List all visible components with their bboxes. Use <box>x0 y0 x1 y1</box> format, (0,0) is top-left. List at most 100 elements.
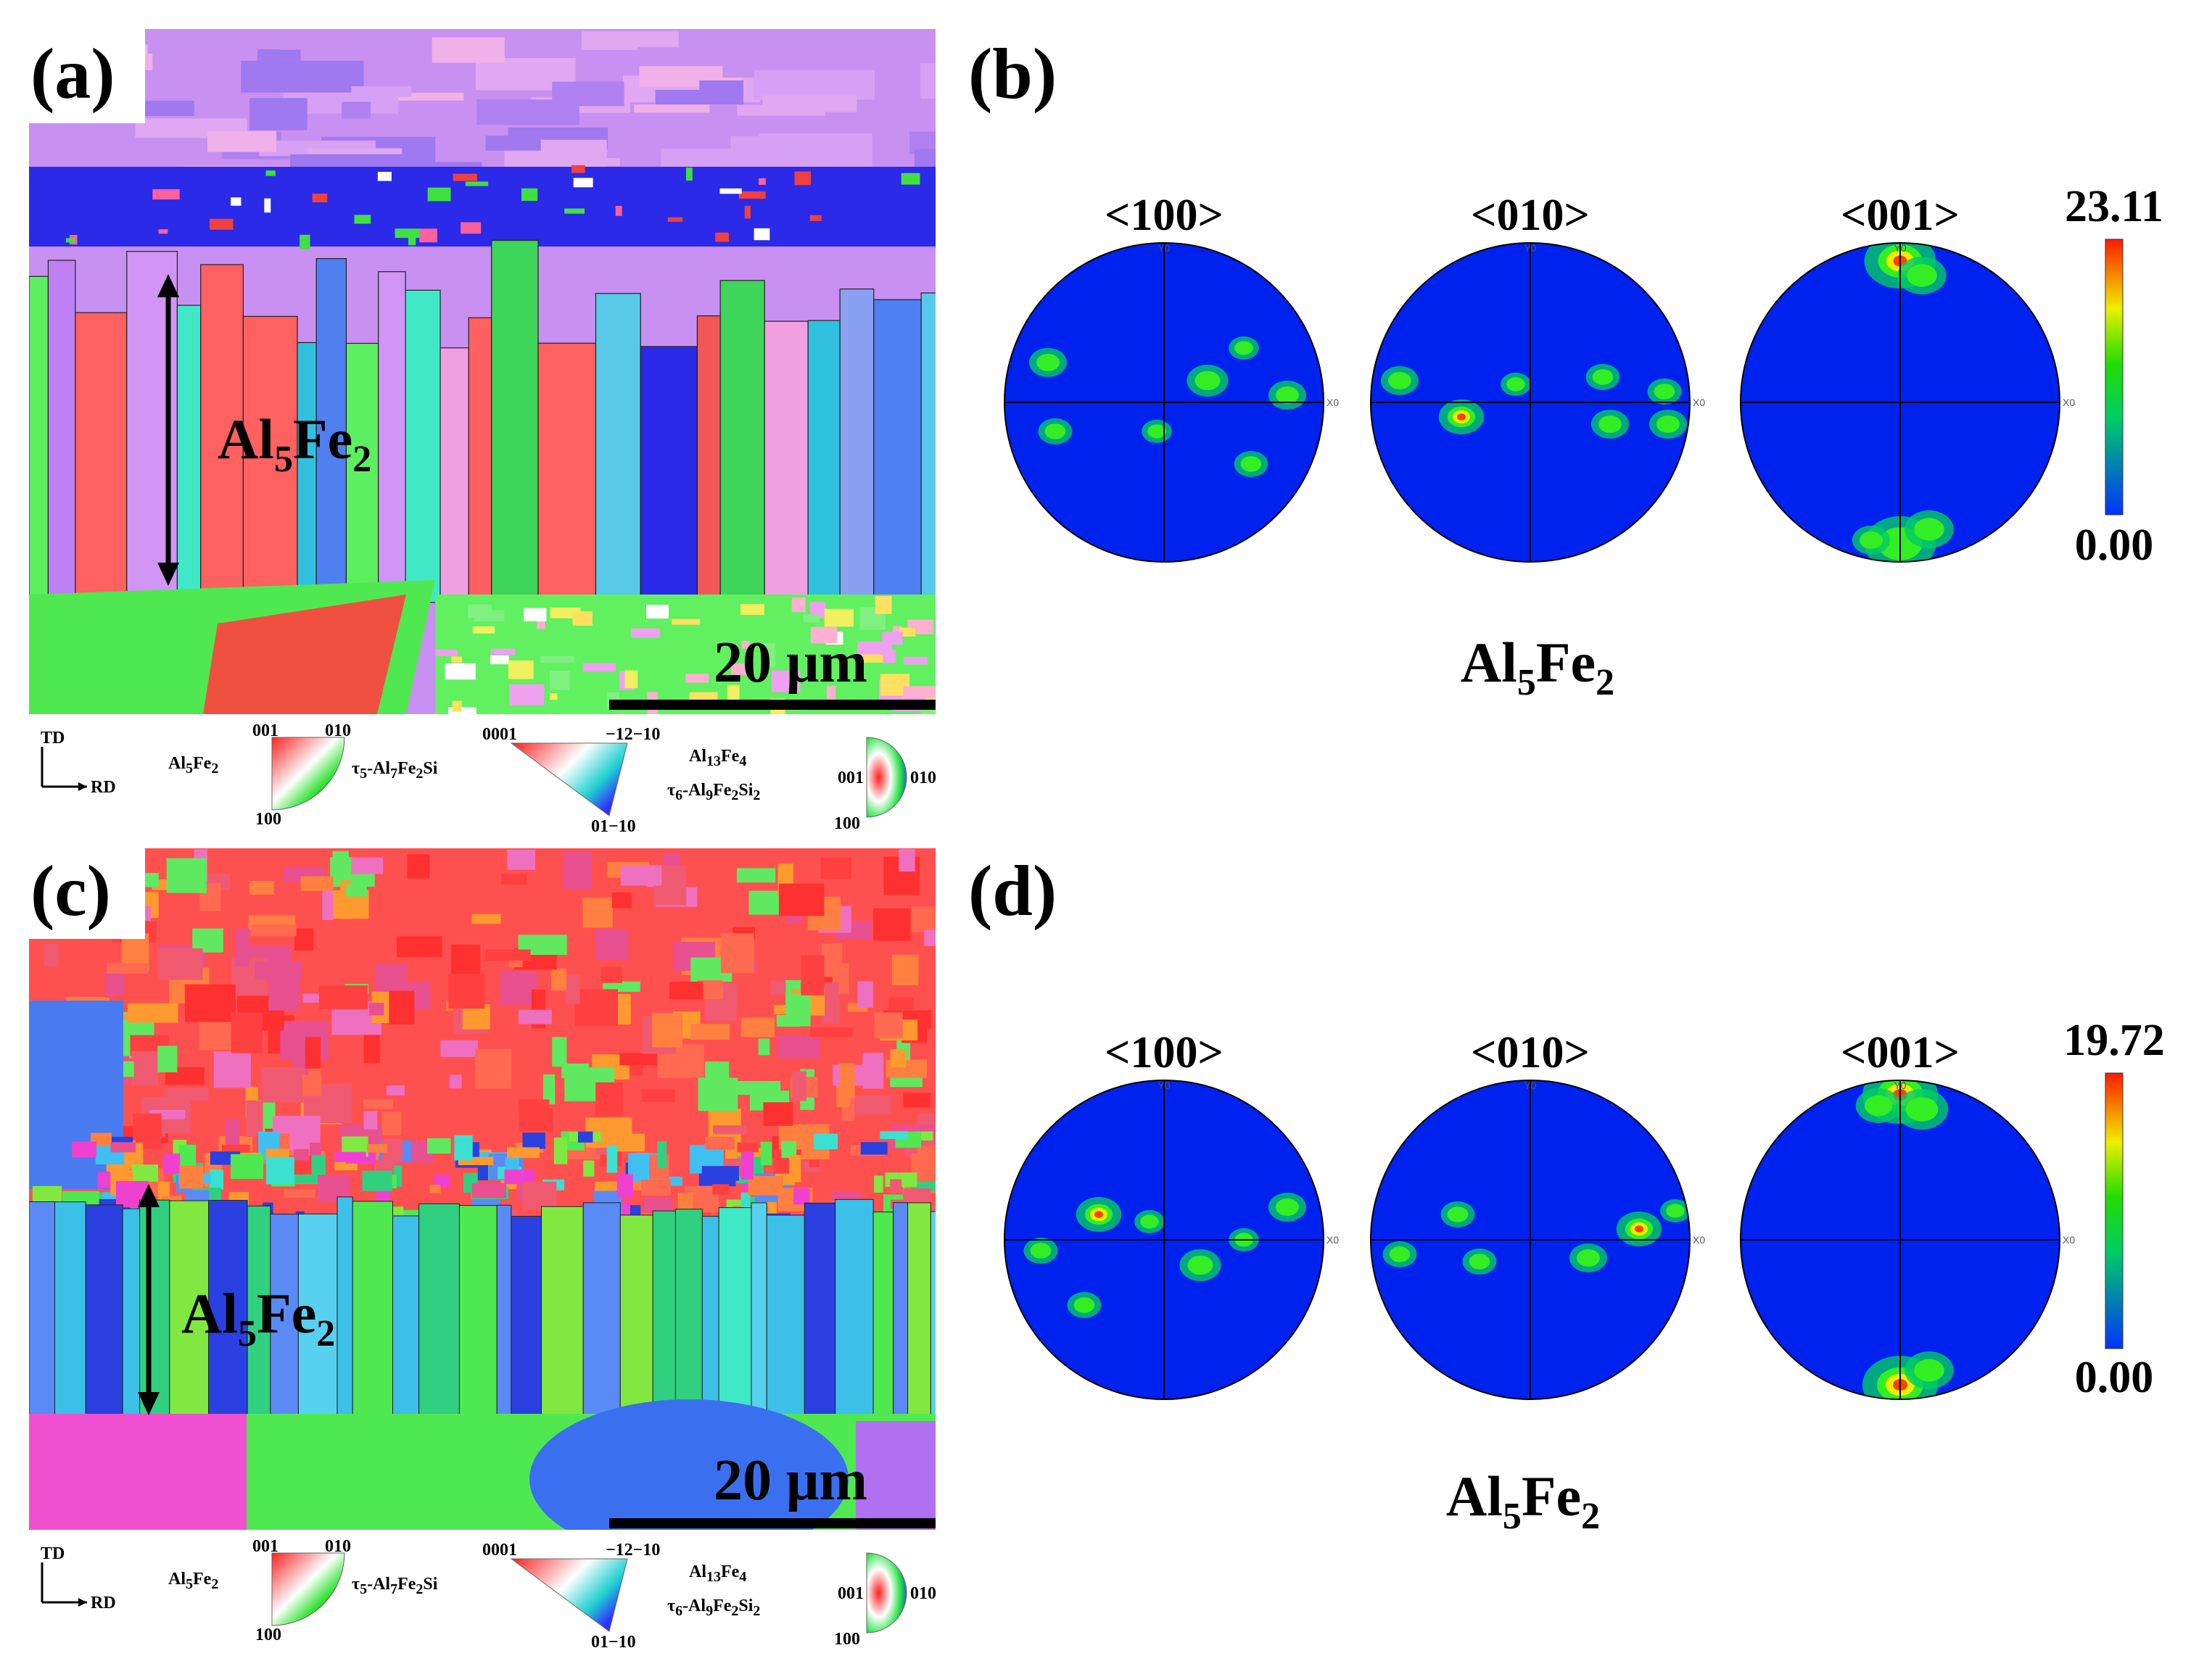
panel-c-phase-label: Al5Fe2 <box>181 1282 335 1354</box>
pole-density-core <box>1592 369 1614 385</box>
legend-tau5-label: τ5-Al7Fe2Si <box>352 1575 438 1597</box>
panel-b-pole-figures: <100> Y0 X0 <010> Y0 X0 <001> Y0 X0 <box>1004 191 2075 563</box>
panel-b-phase-label: Al5Fe2 <box>1461 631 1614 703</box>
pole-density-core <box>1276 386 1299 404</box>
pole-axis-x-label: X0 <box>1326 397 1339 408</box>
pole-density-core <box>1388 372 1411 389</box>
pole-axis-y-label: Y0 <box>1157 1080 1170 1091</box>
panel-d-phase-label: Al5Fe2 <box>1446 1465 1600 1537</box>
pole-density-core <box>1140 1214 1159 1229</box>
panel-b-scale: 23.11 0.00 <box>2065 182 2163 570</box>
pole-figure-1: <010> Y0 X0 <box>1370 191 1705 563</box>
pole-density-core <box>1577 1249 1600 1267</box>
pole-density-core <box>1187 1255 1213 1275</box>
panel-c-scale-bar: 20 μm <box>609 1449 936 1528</box>
legend-tau6-label: τ6-Al9Fe2Si2 <box>667 1597 760 1619</box>
pole-density-core <box>1447 1206 1469 1222</box>
pole-density-core <box>1905 1097 1939 1122</box>
pole-figure-2: <001> Y0 X0 <box>1740 1028 2075 1400</box>
pole-figure-title: <100> <box>1105 1028 1223 1077</box>
pole-figure-0: <100> Y0 X0 <box>1004 191 1339 563</box>
legend-tau5-corner: 01−10 <box>591 817 636 836</box>
panel-a-phase-label: Al5Fe2 <box>218 407 371 480</box>
pole-density-core <box>1147 424 1166 439</box>
pole-axis-y-label: Y0 <box>1524 242 1536 254</box>
pole-axis-y-label: Y0 <box>1157 242 1170 254</box>
pole-axis-x-label: X0 <box>1326 1234 1339 1246</box>
legend-al13fe4-corner: 001 <box>838 1584 864 1603</box>
panel-b-scale-max: 23.11 <box>2065 182 2163 231</box>
pole-density-core <box>1469 1254 1490 1270</box>
legend-tau5-corner: −12−10 <box>606 725 660 744</box>
legend-al5fe2-corner: 001 <box>252 721 278 740</box>
panel-c-label: (c) <box>30 850 111 931</box>
pole-figure-title: <010> <box>1471 191 1590 240</box>
td-axis-label: TD <box>41 729 65 748</box>
pole-axis-x-label: X0 <box>2063 1234 2075 1246</box>
legend-tau5-label: τ5-Al7Fe2Si <box>352 759 438 782</box>
legend-al13fe4-corner: 100 <box>834 814 860 833</box>
panel-a-label: (a) <box>30 33 115 114</box>
legend-al13fe4-label: Al13Fe4 <box>689 1562 746 1585</box>
legend-al13fe4-label: Al13Fe4 <box>689 747 746 769</box>
pole-density-core <box>1860 531 1883 549</box>
pole-axis-x-label: X0 <box>1693 397 1705 408</box>
legend-tau5-corner: 0001 <box>482 725 517 744</box>
pole-density-core <box>1030 1243 1052 1259</box>
legend-al5fe2-corner: 100 <box>255 810 281 829</box>
panel-c-scale-label: 20 μm <box>714 1449 867 1512</box>
pole-density-core <box>1194 370 1221 391</box>
pole-axis-y-label: Y0 <box>1524 1080 1536 1091</box>
pole-density-core <box>1044 423 1066 439</box>
legend-al5fe2-label: Al5Fe2 <box>168 1570 218 1592</box>
pole-figure-0: <100> Y0 X0 <box>1004 1028 1339 1400</box>
pole-density-core <box>1654 384 1675 399</box>
panel-d-label: (d) <box>968 850 1057 931</box>
pole-density-max <box>1635 1225 1643 1233</box>
panel-c-label-box <box>29 848 145 939</box>
panel-d-scale-max: 19.72 <box>2063 1016 2165 1065</box>
panel-a-thickness-arrow <box>157 274 179 586</box>
rd-axis-label: RD <box>91 1594 116 1612</box>
pole-axis-x-label: X0 <box>2063 397 2075 408</box>
pole-density-core <box>1914 1359 1944 1382</box>
panel-a-label-box <box>29 29 145 123</box>
pole-density-max <box>1457 413 1466 421</box>
legend-row-2: TD RD Al5Fe2 001 010 100 τ5-Al7Fe2Si 0001 −12−10… <box>41 1537 936 1652</box>
pole-density-core <box>1914 518 1944 541</box>
legend-al5fe2-label: Al5Fe2 <box>168 754 218 777</box>
legend-row-1: TD RD Al5Fe2 001 010 100 τ5-Al7Fe2Si 0001 −12−10… <box>41 721 936 836</box>
pole-axis-x-label: X0 <box>1693 1234 1705 1246</box>
legend-tau5-corner: 01−10 <box>591 1633 636 1652</box>
panel-d-scale-min: 0.00 <box>2075 1353 2154 1402</box>
pole-density-core <box>1073 1297 1095 1313</box>
pole-density-core <box>1907 264 1937 287</box>
pole-density-core <box>1389 1246 1411 1262</box>
legend-al5fe2-corner: 010 <box>325 721 351 740</box>
pole-axis-y-label: Y0 <box>1894 242 1906 254</box>
legend-tau5-corner: 0001 <box>482 1541 517 1560</box>
legend-tau5-corner: −12−10 <box>606 1541 660 1560</box>
panel-b-scale-min: 0.00 <box>2075 521 2154 570</box>
legend-al5fe2-corner: 001 <box>252 1537 278 1556</box>
panel-a-scale-bar: 20 μm <box>609 631 936 710</box>
pole-density-core <box>1234 341 1253 355</box>
pole-density-core <box>1036 354 1060 371</box>
panel-a-map <box>29 29 936 714</box>
pole-figure-title: <100> <box>1105 191 1223 240</box>
legend-al13fe4-corner: 001 <box>838 769 864 787</box>
pole-axis-y-label: Y0 <box>1894 1080 1906 1091</box>
pole-figure-title: <001> <box>1841 1028 1960 1077</box>
legend-tau6-label: τ6-Al9Fe2Si2 <box>667 781 760 803</box>
legend-al5fe2-corner: 100 <box>255 1626 281 1644</box>
pole-density-core <box>1240 456 1262 472</box>
pole-density-max <box>1094 1211 1103 1218</box>
panel-d-scale: 19.72 0.00 <box>2063 1016 2165 1402</box>
panel-a-scale-label: 20 μm <box>714 631 867 695</box>
panel-b-label: (b) <box>968 33 1057 114</box>
pole-density-core <box>1666 1204 1685 1218</box>
legend-al13fe4-corner: 100 <box>834 1630 860 1649</box>
pole-density-core <box>1276 1198 1299 1216</box>
panel-d-pole-figures: <100> Y0 X0 <010> Y0 X0 <001> Y0 X0 <box>1004 1028 2075 1400</box>
